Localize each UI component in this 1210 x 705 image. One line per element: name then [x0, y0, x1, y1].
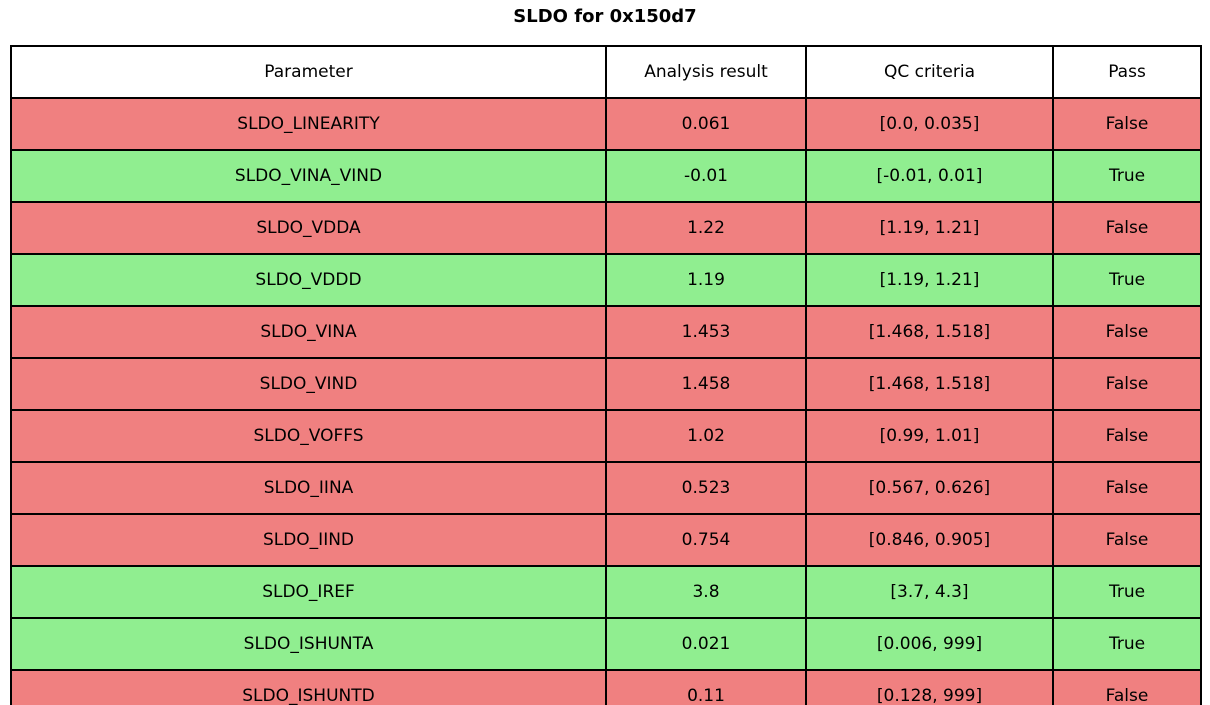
cell-parameter: SLDO_LINEARITY: [10, 97, 607, 151]
cell-result: 3.8: [605, 565, 807, 619]
cell-criteria: [-0.01, 0.01]: [805, 149, 1054, 203]
table-row: SLDO_ISHUNTA 0.021 [0.006, 999] True: [10, 617, 1202, 671]
cell-pass: True: [1052, 253, 1202, 307]
cell-criteria: [1.468, 1.518]: [805, 305, 1054, 359]
cell-result: 1.458: [605, 357, 807, 411]
table-row: SLDO_VINA 1.453 [1.468, 1.518] False: [10, 305, 1202, 359]
cell-pass: True: [1052, 149, 1202, 203]
cell-pass: False: [1052, 513, 1202, 567]
cell-pass: False: [1052, 97, 1202, 151]
cell-parameter: SLDO_VINA_VIND: [10, 149, 607, 203]
cell-parameter: SLDO_VINA: [10, 305, 607, 359]
cell-parameter: SLDO_IIND: [10, 513, 607, 567]
cell-criteria: [0.128, 999]: [805, 669, 1054, 705]
cell-result: 1.19: [605, 253, 807, 307]
cell-parameter: SLDO_VDDD: [10, 253, 607, 307]
cell-pass: True: [1052, 565, 1202, 619]
cell-pass: False: [1052, 357, 1202, 411]
cell-parameter: SLDO_IINA: [10, 461, 607, 515]
cell-criteria: [0.0, 0.035]: [805, 97, 1054, 151]
cell-result: 0.523: [605, 461, 807, 515]
column-header-analysis-result: Analysis result: [605, 45, 807, 99]
cell-pass: True: [1052, 617, 1202, 671]
cell-parameter: SLDO_VOFFS: [10, 409, 607, 463]
cell-result: 1.02: [605, 409, 807, 463]
table-row: SLDO_LINEARITY 0.061 [0.0, 0.035] False: [10, 97, 1202, 151]
table-row: SLDO_IREF 3.8 [3.7, 4.3] True: [10, 565, 1202, 619]
qc-results-table: Parameter Analysis result QC criteria Pass …: [10, 45, 1202, 705]
cell-criteria: [0.006, 999]: [805, 617, 1054, 671]
table-row: SLDO_VOFFS 1.02 [0.99, 1.01] False: [10, 409, 1202, 463]
cell-parameter: SLDO_ISHUNTA: [10, 617, 607, 671]
table-row: SLDO_VINA_VIND -0.01 [-0.01, 0.01] True: [10, 149, 1202, 203]
table-row: SLDO_VDDD 1.19 [1.19, 1.21] True: [10, 253, 1202, 307]
cell-result: -0.01: [605, 149, 807, 203]
cell-parameter: SLDO_IREF: [10, 565, 607, 619]
page-title: SLDO for 0x150d7: [513, 6, 697, 27]
cell-criteria: [1.19, 1.21]: [805, 201, 1054, 255]
column-header-qc-criteria: QC criteria: [805, 45, 1054, 99]
cell-criteria: [3.7, 4.3]: [805, 565, 1054, 619]
cell-parameter: SLDO_VDDA: [10, 201, 607, 255]
cell-result: 1.22: [605, 201, 807, 255]
cell-pass: False: [1052, 305, 1202, 359]
table-row: SLDO_IIND 0.754 [0.846, 0.905] False: [10, 513, 1202, 567]
table-row: SLDO_IINA 0.523 [0.567, 0.626] False: [10, 461, 1202, 515]
table-row: SLDO_ISHUNTD 0.11 [0.128, 999] False: [10, 669, 1202, 705]
cell-pass: False: [1052, 409, 1202, 463]
cell-pass: False: [1052, 461, 1202, 515]
cell-criteria: [1.468, 1.518]: [805, 357, 1054, 411]
cell-result: 0.754: [605, 513, 807, 567]
cell-pass: False: [1052, 201, 1202, 255]
cell-criteria: [1.19, 1.21]: [805, 253, 1054, 307]
cell-parameter: SLDO_VIND: [10, 357, 607, 411]
cell-result: 0.021: [605, 617, 807, 671]
cell-criteria: [0.99, 1.01]: [805, 409, 1054, 463]
column-header-parameter: Parameter: [10, 45, 607, 99]
cell-criteria: [0.846, 0.905]: [805, 513, 1054, 567]
cell-criteria: [0.567, 0.626]: [805, 461, 1054, 515]
table-row: SLDO_VDDA 1.22 [1.19, 1.21] False: [10, 201, 1202, 255]
table-header-row: Parameter Analysis result QC criteria Pass: [10, 45, 1202, 99]
table-body: SLDO_LINEARITY 0.061 [0.0, 0.035] False SLDO…: [10, 97, 1202, 705]
cell-pass: False: [1052, 669, 1202, 705]
cell-parameter: SLDO_ISHUNTD: [10, 669, 607, 705]
column-header-pass: Pass: [1052, 45, 1202, 99]
cell-result: 0.11: [605, 669, 807, 705]
table-row: SLDO_VIND 1.458 [1.468, 1.518] False: [10, 357, 1202, 411]
cell-result: 1.453: [605, 305, 807, 359]
cell-result: 0.061: [605, 97, 807, 151]
